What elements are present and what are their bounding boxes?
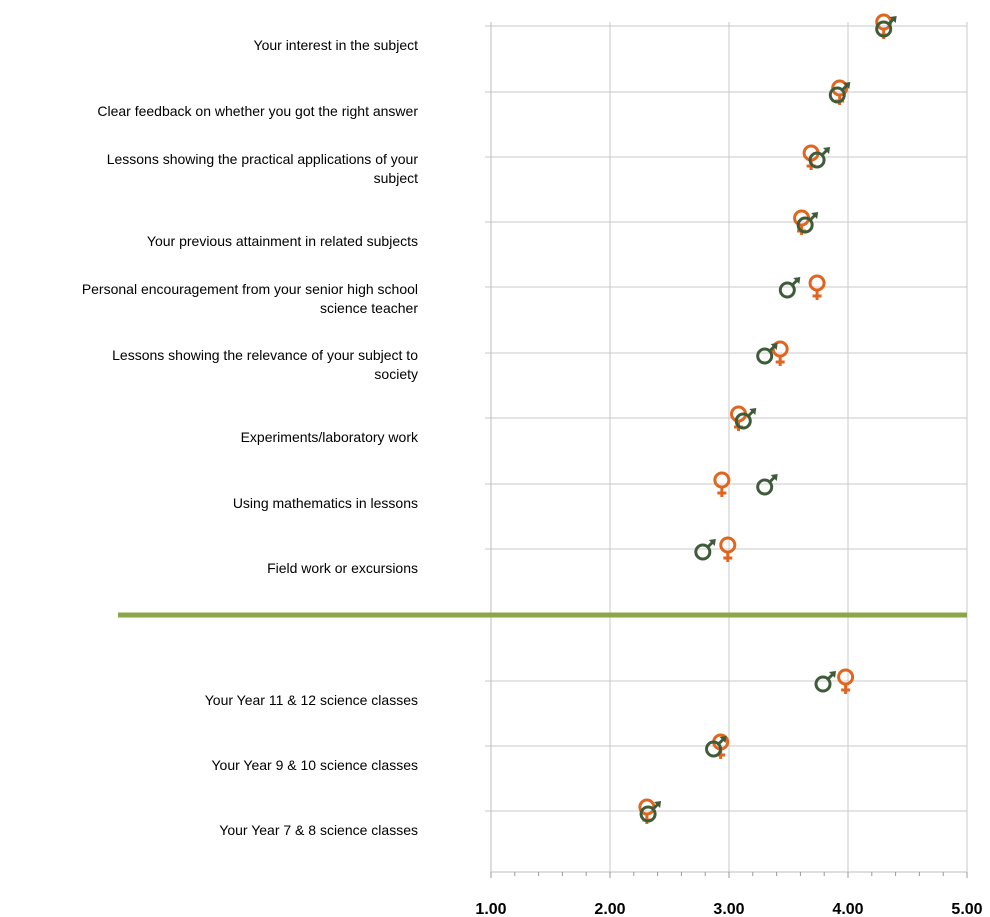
- male-marker: [778, 277, 801, 299]
- male-marker-ring: [796, 216, 814, 234]
- male-marker-ring: [808, 151, 826, 169]
- category-label-line: Your previous attainment in related subj…: [147, 233, 418, 249]
- category-label-line: society: [374, 366, 418, 382]
- male-marker-ring: [828, 86, 846, 104]
- female-marker-ring: [837, 668, 855, 686]
- category-label: Your interest in the subject: [254, 37, 419, 53]
- category-label-line: Clear feedback on whether you got the ri…: [97, 103, 418, 119]
- male-marker-arrow: [811, 212, 819, 219]
- male-marker-arrow: [708, 539, 716, 546]
- male-marker-arrow: [654, 801, 662, 808]
- male-marker: [814, 671, 837, 693]
- male-marker-arrow: [719, 736, 727, 743]
- female-marker-ring: [719, 536, 737, 554]
- x-tick-label: 5.00: [951, 901, 982, 917]
- female-marker-ring: [808, 274, 826, 292]
- category-label-line: Experiments/laboratory work: [241, 429, 419, 445]
- male-marker-ring: [639, 805, 657, 823]
- male-marker: [756, 474, 778, 496]
- male-marker-arrow: [829, 671, 837, 678]
- x-tick-labels: 1.00 2.00 3.00 4.00 5.00: [475, 901, 982, 917]
- category-label-line: Using mathematics in lessons: [233, 495, 418, 511]
- male-marker-ring: [814, 675, 832, 693]
- data-markers: [638, 13, 897, 824]
- male-marker-ring: [694, 543, 712, 561]
- male-marker-ring: [734, 412, 752, 430]
- category-label-line: science teacher: [320, 300, 418, 316]
- category-label: Your Year 7 & 8 science classes: [219, 822, 418, 838]
- category-label-line: Personal encouragement from your senior …: [82, 281, 418, 297]
- category-label: Personal encouragement from your senior …: [82, 281, 419, 316]
- category-label: Your previous attainment in related subj…: [147, 233, 418, 249]
- male-marker-arrow: [749, 408, 757, 415]
- female-marker: [808, 274, 826, 300]
- category-label: Your Year 11 & 12 science classes: [205, 692, 418, 708]
- x-tick-label: 3.00: [713, 901, 744, 917]
- male-marker: [639, 801, 662, 823]
- category-labels: Your interest in the subject Clear feedba…: [82, 37, 419, 838]
- male-marker: [828, 82, 851, 104]
- male-marker-ring: [705, 740, 723, 758]
- female-marker: [719, 536, 737, 562]
- male-marker-ring: [756, 347, 774, 365]
- category-label-line: Your Year 7 & 8 science classes: [219, 822, 418, 838]
- male-marker-arrow: [770, 474, 778, 481]
- male-marker-arrow: [889, 16, 897, 23]
- category-label-line: Lessons showing the practical applicatio…: [107, 151, 419, 167]
- category-label-line: Field work or excursions: [267, 560, 418, 576]
- x-tick-label: 4.00: [832, 901, 863, 917]
- male-marker: [756, 343, 778, 365]
- x-tick-label: 1.00: [475, 901, 506, 917]
- category-label-line: subject: [374, 170, 418, 186]
- category-label: Experiments/laboratory work: [241, 429, 419, 445]
- male-marker-ring: [778, 281, 796, 299]
- male-marker-arrow: [770, 343, 778, 350]
- grid-layer: [485, 22, 968, 872]
- category-label-line: Your interest in the subject: [254, 37, 419, 53]
- male-marker-ring: [756, 478, 774, 496]
- category-label-line: Lessons showing the relevance of your su…: [112, 347, 418, 363]
- category-label: Using mathematics in lessons: [233, 495, 418, 511]
- male-marker-arrow: [793, 277, 801, 284]
- category-label: Field work or excursions: [267, 560, 418, 576]
- female-marker: [837, 668, 855, 694]
- axis-layer: [118, 22, 968, 878]
- female-marker-ring: [713, 471, 731, 489]
- x-tick-label: 2.00: [594, 901, 625, 917]
- male-marker: [734, 408, 757, 430]
- category-label: Lessons showing the practical applicatio…: [107, 151, 419, 186]
- male-marker-arrow: [823, 147, 831, 154]
- male-marker-ring: [875, 20, 893, 38]
- category-label: Lessons showing the relevance of your su…: [112, 347, 418, 382]
- category-label-line: Your Year 11 & 12 science classes: [205, 692, 418, 708]
- male-marker: [705, 736, 727, 758]
- male-marker: [796, 212, 819, 234]
- category-label: Your Year 9 & 10 science classes: [211, 757, 418, 773]
- male-marker: [875, 16, 897, 38]
- female-marker: [713, 471, 731, 497]
- male-marker: [808, 147, 831, 169]
- male-marker-arrow: [843, 82, 851, 89]
- male-marker: [694, 539, 716, 561]
- category-label: Clear feedback on whether you got the ri…: [97, 103, 418, 119]
- category-label-line: Your Year 9 & 10 science classes: [211, 757, 418, 773]
